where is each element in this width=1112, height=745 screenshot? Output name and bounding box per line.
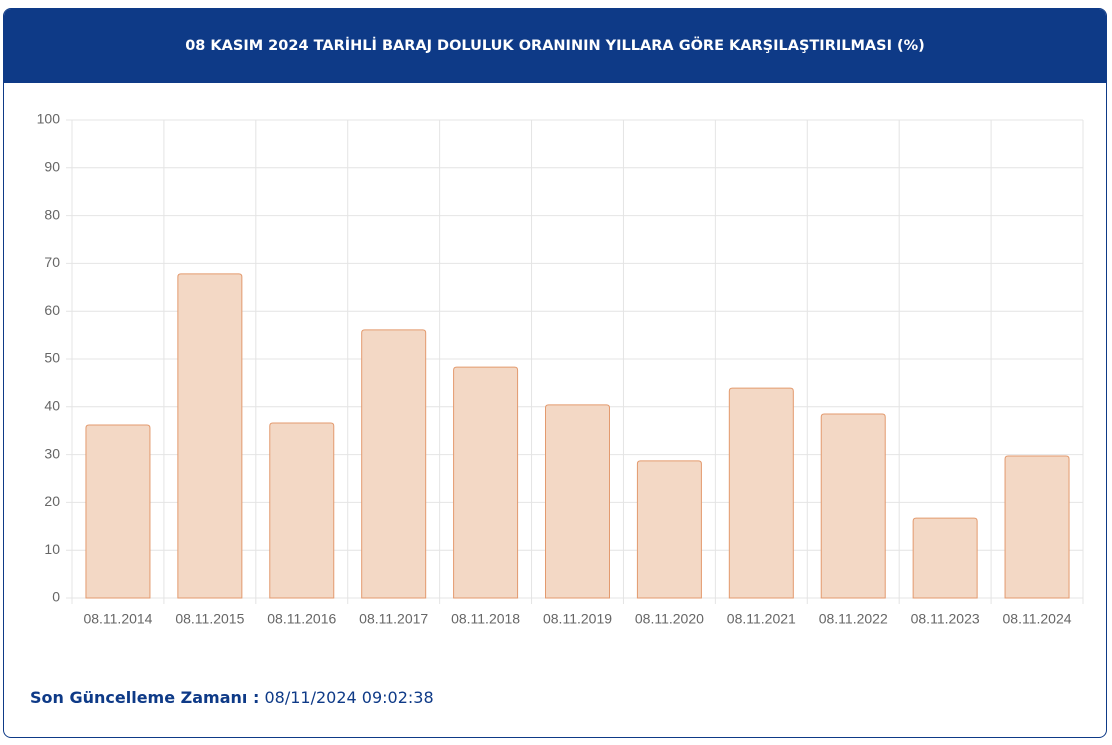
bar	[1004, 455, 1070, 599]
footer: Son Güncelleme Zamanı : 08/11/2024 09:02…	[30, 688, 434, 707]
y-tick-label: 30	[44, 445, 60, 461]
x-tick-label: 08.11.2022	[819, 611, 888, 627]
y-tick-label: 80	[44, 206, 60, 222]
y-tick-label: 90	[44, 159, 60, 175]
y-tick-label: 60	[44, 302, 60, 318]
x-tick-label: 08.11.2020	[635, 611, 704, 627]
card: 08 KASIM 2024 TARİHLİ BARAJ DOLULUK ORAN…	[3, 8, 1107, 738]
bar	[636, 460, 702, 599]
y-tick-label: 10	[44, 541, 60, 557]
footer-label: Son Güncelleme Zamanı :	[30, 688, 260, 707]
bar	[85, 424, 151, 599]
x-tick-label: 08.11.2019	[543, 611, 612, 627]
y-tick-label: 50	[44, 350, 60, 366]
x-tick-label: 08.11.2024	[1003, 611, 1072, 627]
bar	[361, 329, 427, 599]
bar	[269, 422, 335, 599]
x-tick-label: 08.11.2018	[451, 611, 520, 627]
y-tick-label: 70	[44, 254, 60, 270]
card-header: 08 KASIM 2024 TARİHLİ BARAJ DOLULUK ORAN…	[4, 9, 1106, 83]
y-tick-label: 0	[52, 589, 60, 605]
bar	[820, 413, 886, 599]
y-tick-label: 20	[44, 493, 60, 509]
y-tick-label: 40	[44, 398, 60, 414]
chart-title: 08 KASIM 2024 TARİHLİ BARAJ DOLULUK ORAN…	[185, 38, 925, 54]
x-tick-label: 08.11.2023	[911, 611, 980, 627]
x-tick-label: 08.11.2017	[359, 611, 428, 627]
x-tick-label: 08.11.2014	[83, 611, 152, 627]
footer-value: 08/11/2024 09:02:38	[264, 688, 434, 707]
bar	[728, 387, 794, 599]
bar	[177, 273, 243, 599]
x-tick-label: 08.11.2016	[267, 611, 336, 627]
x-tick-label: 08.11.2021	[727, 611, 796, 627]
bar	[453, 366, 519, 599]
bar	[545, 404, 610, 599]
x-tick-label: 08.11.2015	[175, 611, 244, 627]
y-tick-label: 100	[37, 111, 61, 127]
bar	[912, 517, 978, 599]
